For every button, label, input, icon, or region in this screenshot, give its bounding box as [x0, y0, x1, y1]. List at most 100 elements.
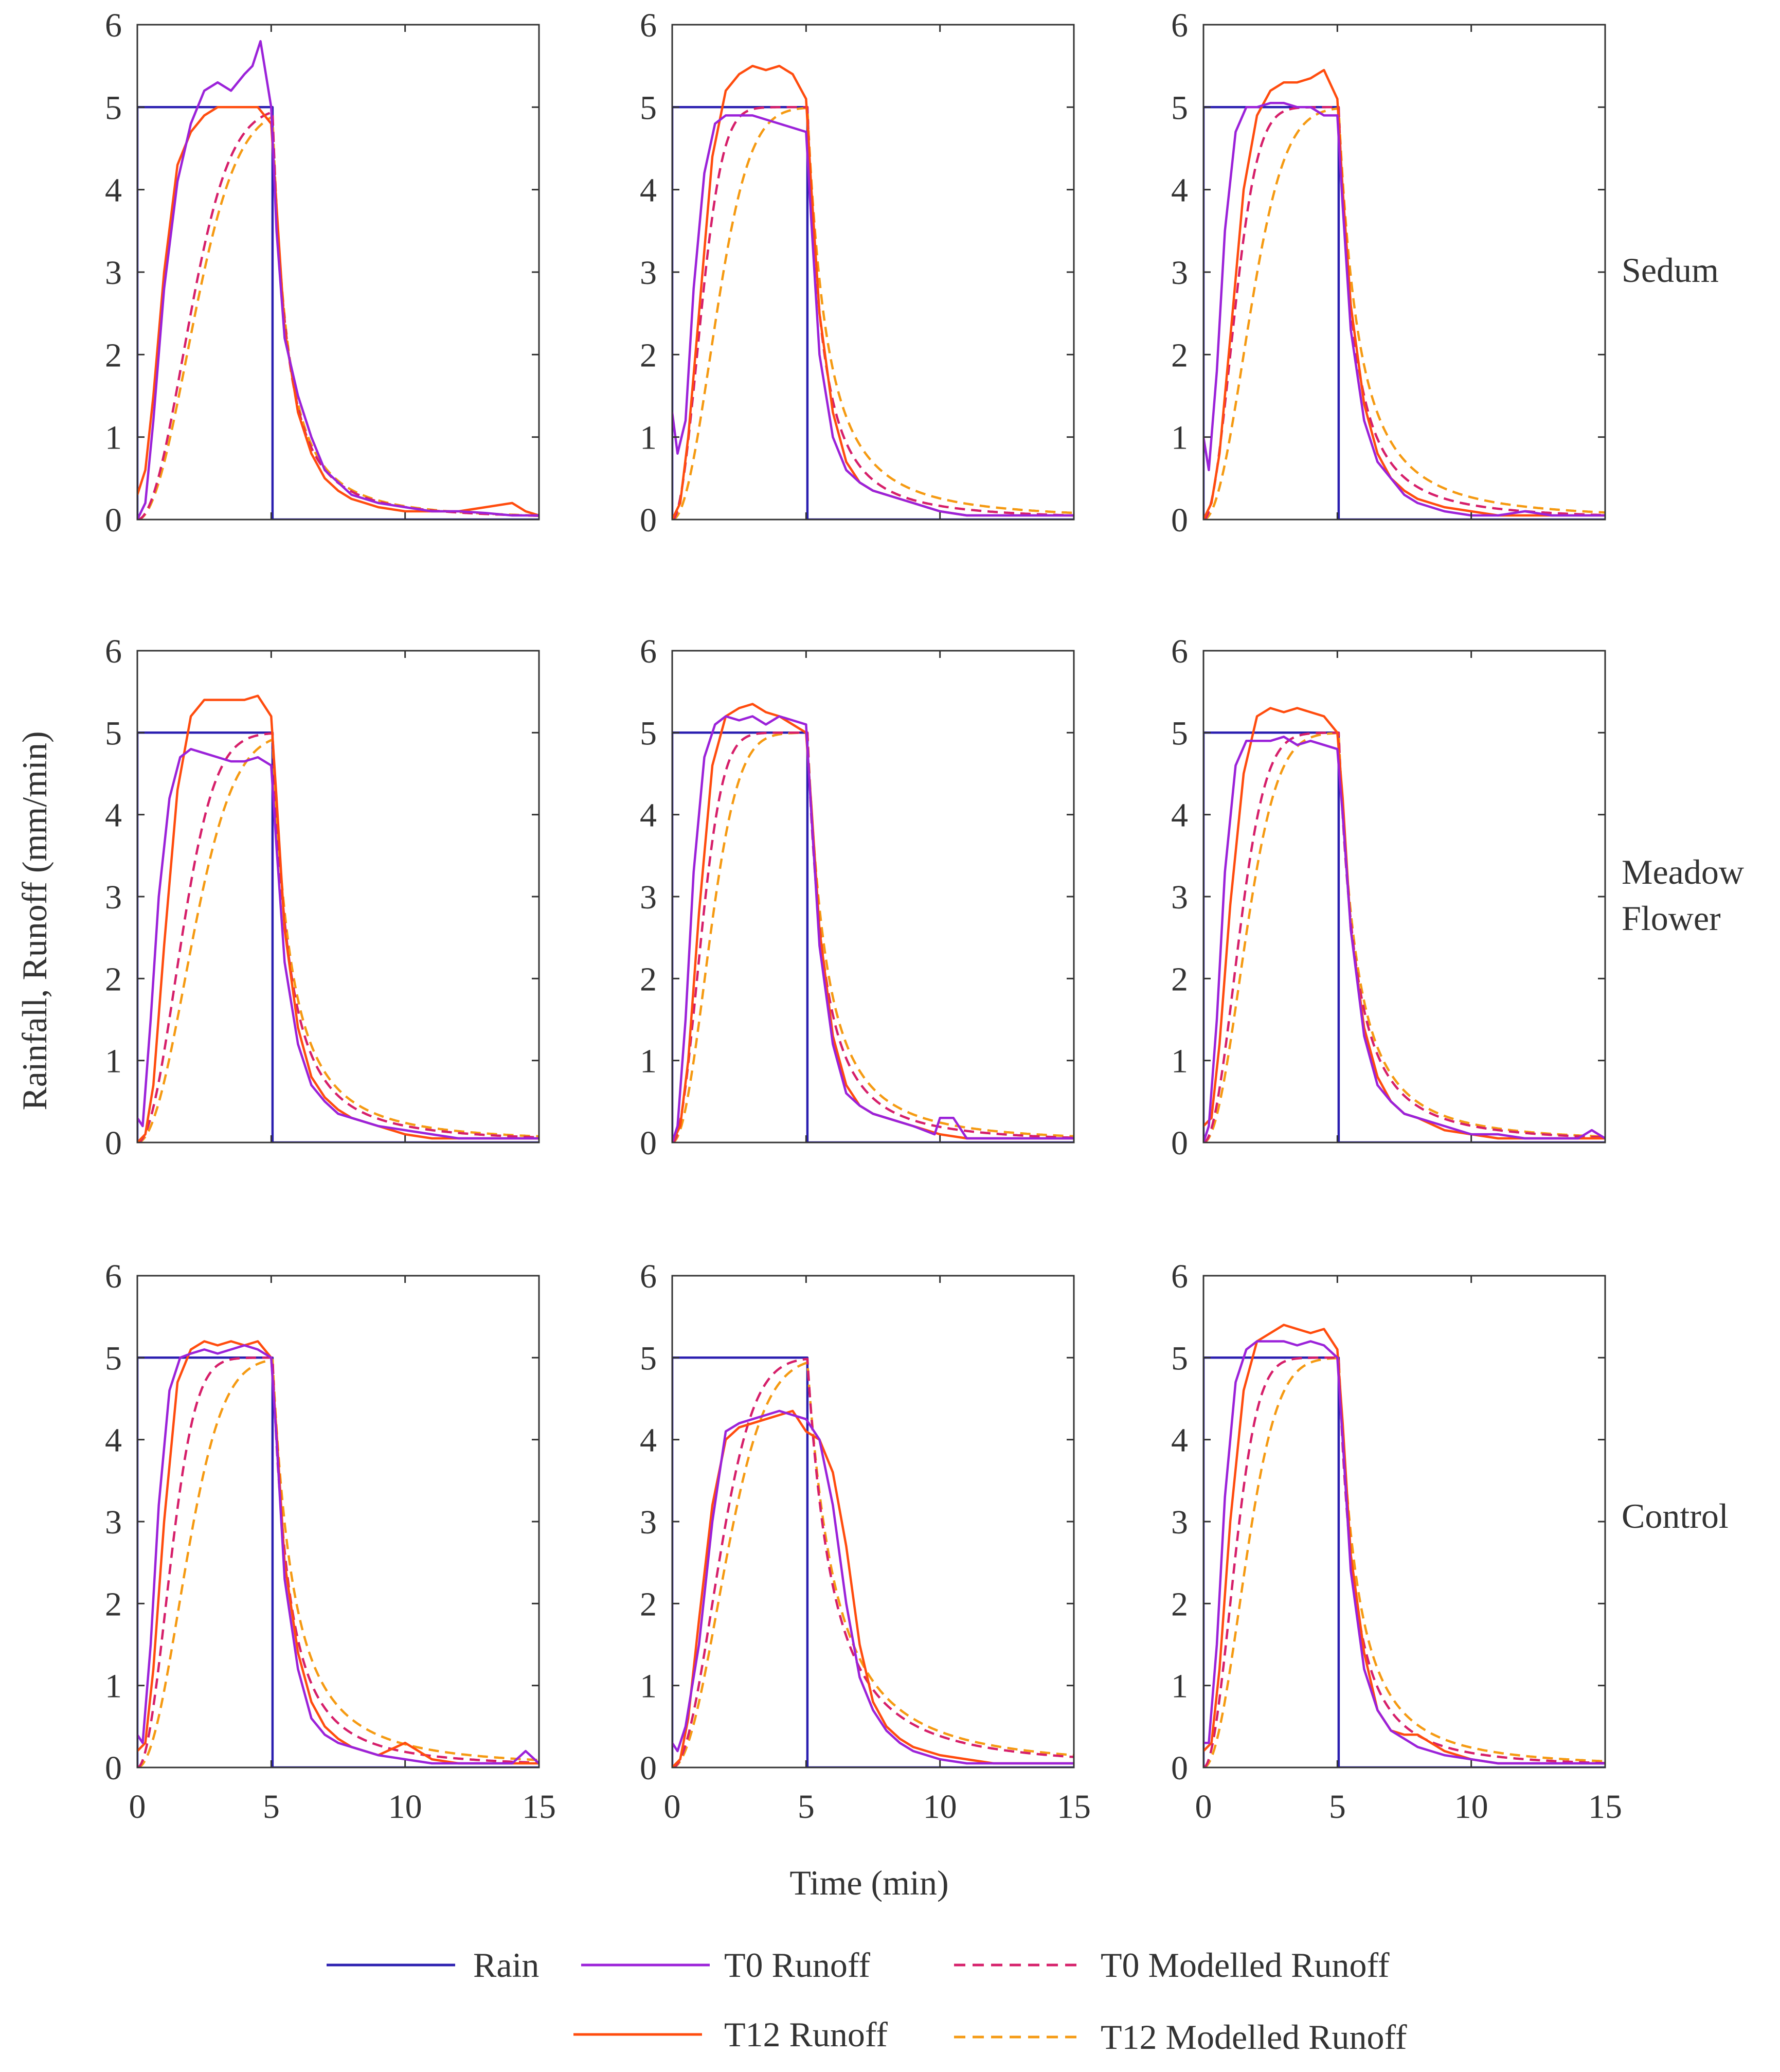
t0-modelled-series-meadow-flower-1 — [137, 732, 539, 1142]
y-tick-label-meadow-flower-3-4: 4 — [1171, 797, 1188, 834]
rain-series-control-2 — [672, 1356, 1074, 1767]
y-tick-label-sedum-3-5: 5 — [1171, 89, 1188, 127]
y-tick-label-meadow-flower-3-6: 6 — [1171, 633, 1188, 670]
panel-series-control-2 — [672, 1356, 1074, 1767]
t0-runoff-series-sedum-1 — [137, 40, 539, 520]
y-tick-label-sedum-3-4: 4 — [1171, 172, 1188, 209]
x-tick-label-control-3-15: 15 — [1588, 1788, 1622, 1826]
panel-series-meadow-flower-3 — [1203, 707, 1605, 1142]
y-tick-label-sedum-1-4: 4 — [105, 172, 122, 209]
legend-t0-label: T0 Runoff — [724, 1945, 870, 1985]
y-tick-label-meadow-flower-2-6: 6 — [640, 633, 657, 670]
panel-series-sedum-2 — [672, 64, 1074, 520]
t12-modelled-series-control-3 — [1203, 1356, 1605, 1767]
panel-series-sedum-1 — [137, 40, 539, 520]
y-tick-label-control-3-0: 0 — [1171, 1749, 1188, 1787]
y-tick-label-meadow-flower-3-0: 0 — [1171, 1124, 1188, 1162]
t0-runoff-series-sedum-2 — [672, 114, 1074, 517]
t0-modelled-series-sedum-2 — [672, 106, 1074, 520]
t12-modelled-series-meadow-flower-3 — [1203, 731, 1605, 1142]
t0-modelled-series-control-3 — [1203, 1356, 1605, 1767]
y-tick-label-meadow-flower-1-5: 5 — [105, 715, 122, 752]
t0-runoff-series-meadow-flower-3 — [1203, 736, 1605, 1142]
t12-modelled-series-control-2 — [672, 1361, 1074, 1767]
x-tick-label-control-3-10: 10 — [1454, 1788, 1488, 1826]
t0-runoff-series-sedum-3 — [1203, 102, 1605, 517]
y-tick-label-control-1-1: 1 — [105, 1668, 122, 1705]
t0-modelled-series-control-2 — [672, 1357, 1074, 1767]
y-tick-label-meadow-flower-2-1: 1 — [640, 1043, 657, 1080]
y-tick-label-control-2-1: 1 — [640, 1668, 657, 1705]
y-tick-label-meadow-flower-2-5: 5 — [640, 715, 657, 752]
y-tick-label-sedum-1-2: 2 — [105, 336, 122, 374]
x-tick-label-control-2-10: 10 — [923, 1788, 957, 1826]
y-tick-label-meadow-flower-1-6: 6 — [105, 633, 122, 670]
panel-series-sedum-3 — [1203, 68, 1605, 520]
t0-modelled-series-meadow-flower-3 — [1203, 731, 1605, 1142]
y-tick-label-meadow-flower-1-1: 1 — [105, 1043, 122, 1080]
y-tick-label-control-2-4: 4 — [640, 1422, 657, 1459]
panel-control-3: 0 1 2 3 4 5 6 0 5 10 15 — [1171, 1258, 1622, 1826]
t0-runoff-series-meadow-flower-2 — [672, 715, 1074, 1142]
y-tick-label-sedum-1-5: 5 — [105, 89, 122, 127]
y-tick-label-sedum-2-1: 1 — [640, 419, 657, 457]
y-tick-label-sedum-2-5: 5 — [640, 89, 657, 127]
y-tick-label-sedum-3-3: 3 — [1171, 254, 1188, 292]
x-tick-label-control-1-10: 10 — [388, 1788, 422, 1826]
legend-t12m-label: T12 Modelled Runoff — [1101, 2017, 1407, 2057]
y-tick-label-control-3-4: 4 — [1171, 1422, 1188, 1459]
y-tick-label-meadow-flower-2-0: 0 — [640, 1124, 657, 1162]
y-tick-label-control-3-1: 1 — [1171, 1668, 1188, 1705]
panel-control-2: 0 1 2 3 4 5 6 0 5 10 15 — [640, 1258, 1091, 1826]
y-tick-label-meadow-flower-3-5: 5 — [1171, 715, 1188, 752]
t12-modelled-series-sedum-3 — [1203, 107, 1605, 520]
y-tick-label-meadow-flower-3-1: 1 — [1171, 1043, 1188, 1080]
t0-modelled-series-control-1 — [137, 1356, 539, 1767]
y-tick-label-meadow-flower-3-2: 2 — [1171, 960, 1188, 998]
x-tick-label-control-1-0: 0 — [129, 1788, 146, 1826]
y-tick-label-control-1-0: 0 — [105, 1749, 122, 1787]
y-tick-label-meadow-flower-1-3: 3 — [105, 879, 122, 916]
y-tick-label-control-1-6: 6 — [105, 1258, 122, 1295]
x-tick-label-control-3-5: 5 — [1329, 1788, 1346, 1826]
y-tick-label-control-1-2: 2 — [105, 1585, 122, 1623]
y-tick-label-control-3-3: 3 — [1171, 1504, 1188, 1541]
y-tick-label-control-1-4: 4 — [105, 1422, 122, 1459]
y-tick-label-control-3-6: 6 — [1171, 1258, 1188, 1295]
x-tick-label-control-3-0: 0 — [1195, 1788, 1212, 1826]
panel-series-meadow-flower-2 — [672, 703, 1074, 1142]
x-tick-label-control-2-5: 5 — [798, 1788, 815, 1826]
row-label-meadow: Meadow — [1622, 852, 1744, 891]
rain-series-control-1 — [137, 1356, 539, 1767]
y-tick-label-meadow-flower-1-0: 0 — [105, 1124, 122, 1162]
panel-meadow-flower-3: 0 1 2 3 4 5 6 — [1171, 633, 1606, 1162]
y-tick-label-sedum-3-6: 6 — [1171, 7, 1188, 44]
panel-sedum-3: 0 1 2 3 4 5 6 — [1171, 7, 1606, 539]
row-label-flower: Flower — [1622, 899, 1721, 938]
legend-t0m-label: T0 Modelled Runoff — [1101, 1945, 1390, 1985]
y-tick-label-control-2-2: 2 — [640, 1585, 657, 1623]
y-tick-label-meadow-flower-1-2: 2 — [105, 960, 122, 998]
y-tick-label-sedum-2-2: 2 — [640, 336, 657, 374]
y-tick-label-sedum-1-0: 0 — [105, 502, 122, 539]
y-tick-label-control-2-3: 3 — [640, 1504, 657, 1541]
panel-meadow-flower-2: 0 1 2 3 4 5 6 — [640, 633, 1075, 1162]
row-label-control: Control — [1622, 1496, 1729, 1535]
panels-group: 0 1 2 3 4 5 6 0 1 2 3 4 5 6 0 1 2 3 4 5 6 0 1 2 3 4 5 6 0 1 2 3 4 5 6 0 1 2 3 4… — [105, 7, 1622, 1826]
t12-runoff-series-control-2 — [672, 1409, 1074, 1767]
panel-sedum-2: 0 1 2 3 4 5 6 — [640, 7, 1075, 539]
y-tick-label-sedum-1-3: 3 — [105, 254, 122, 292]
t12-modelled-series-sedum-2 — [672, 106, 1074, 520]
t12-runoff-series-meadow-flower-1 — [137, 694, 539, 1142]
panel-series-control-1 — [137, 1340, 539, 1767]
legend-t12-label: T12 Runoff — [724, 2015, 888, 2054]
y-tick-label-control-3-5: 5 — [1171, 1339, 1188, 1377]
t0-modelled-series-meadow-flower-2 — [672, 731, 1074, 1142]
y-axis-label: Rainfall, Runoff (mm/min) — [15, 731, 54, 1110]
rain-series-sedum-1 — [137, 106, 539, 520]
y-tick-label-sedum-2-6: 6 — [640, 7, 657, 44]
y-tick-label-meadow-flower-2-4: 4 — [640, 797, 657, 834]
y-tick-label-meadow-flower-3-3: 3 — [1171, 879, 1188, 916]
t0-runoff-series-control-3 — [1203, 1340, 1605, 1765]
